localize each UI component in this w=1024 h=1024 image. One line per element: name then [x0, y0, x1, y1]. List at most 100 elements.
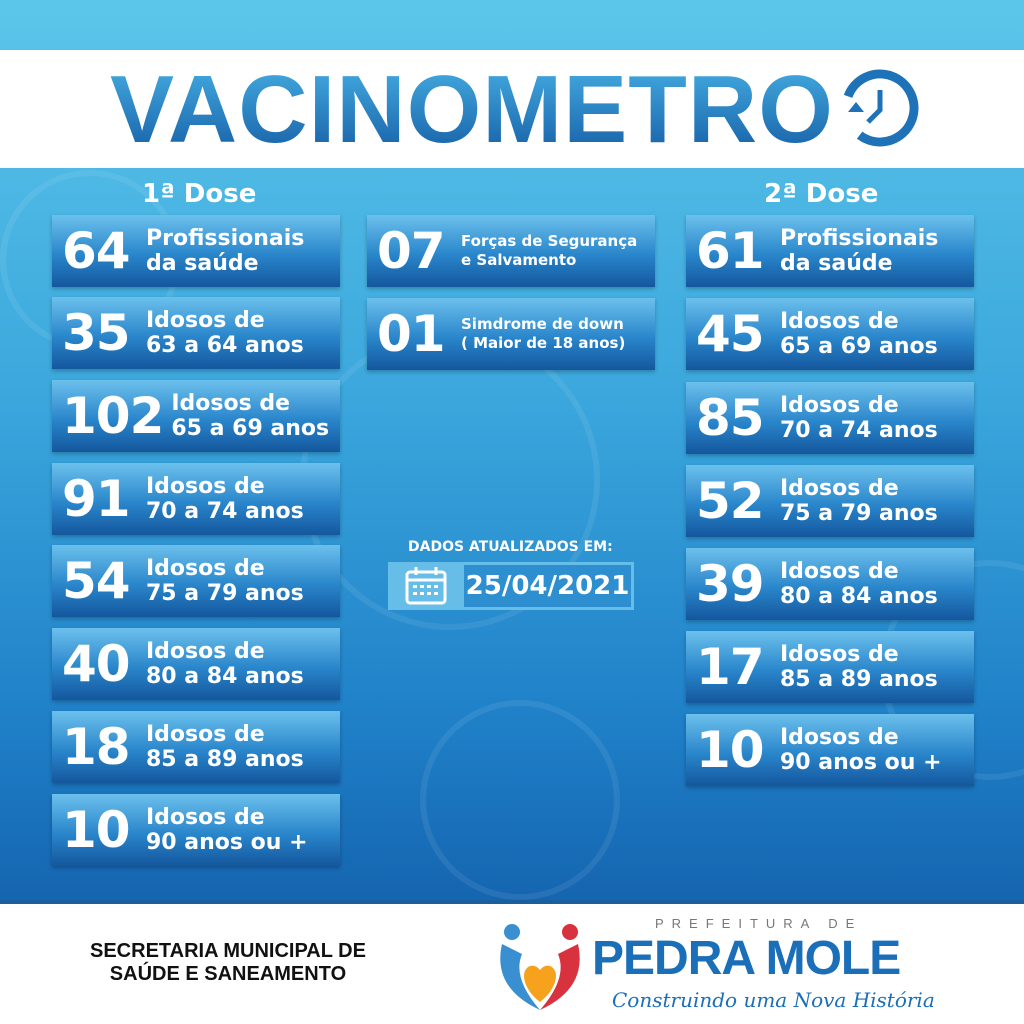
stat-label-line1: Simdrome de down [461, 315, 624, 333]
stat-value: 52 [696, 472, 765, 530]
stat-label-line2: 65 a 69 anos [780, 334, 938, 359]
stat-card: 102 Idosos de 65 a 69 anos [52, 380, 340, 452]
stat-value: 102 [62, 387, 164, 445]
stat-label-line2: 70 a 74 anos [780, 418, 938, 443]
stat-card: 61 Profissionais da saúde [686, 215, 974, 287]
prefeitura-label: PREFEITURA DE [655, 916, 863, 931]
stat-label-line1: Profissionais [780, 226, 939, 251]
stat-label-line1: Idosos de [780, 559, 899, 584]
updated-label: DADOS ATUALIZADOS EM: [408, 539, 613, 555]
stat-label: Idosos de 75 a 79 anos [144, 556, 304, 606]
stat-label: Profissionais da saúde [778, 226, 938, 276]
updated-date-box: 25/04/2021 [388, 562, 634, 610]
stat-card: 35 Idosos de 63 a 64 anos [52, 297, 340, 369]
stat-label-line1: Idosos de [146, 474, 265, 499]
stat-label: Idosos de 70 a 74 anos [144, 474, 304, 524]
stat-label-line1: Idosos de [146, 556, 265, 581]
stat-label: Idosos de 90 anos ou + [778, 725, 942, 775]
stat-label: Idosos de 80 a 84 anos [144, 639, 304, 689]
stat-label: Idosos de 85 a 89 anos [144, 722, 304, 772]
stat-label-line2: 85 a 89 anos [146, 747, 304, 772]
stat-value: 35 [62, 304, 131, 362]
stat-label-line2: 85 a 89 anos [780, 667, 938, 692]
stat-value: 10 [696, 721, 765, 779]
stat-label-line1: Idosos de [780, 393, 899, 418]
stat-label-line1: Idosos de [146, 639, 265, 664]
secretaria-name: SECRETARIA MUNICIPAL DE SAÚDE E SANEAMEN… [90, 940, 366, 986]
stat-label: Idosos de 75 a 79 anos [778, 476, 938, 526]
page-title: VACINOMETRO [110, 56, 834, 163]
stat-label: Idosos de 85 a 89 anos [778, 642, 938, 692]
stat-label-line2: 90 anos ou + [780, 750, 942, 775]
stat-card: 39 Idosos de 80 a 84 anos [686, 548, 974, 620]
first-dose-heading: 1ª Dose [142, 179, 257, 209]
stat-value: 07 [377, 222, 446, 280]
stat-label-line1: Idosos de [780, 476, 899, 501]
stat-card: 54 Idosos de 75 a 79 anos [52, 545, 340, 617]
stat-label-line1: Idosos de [171, 391, 291, 416]
stat-label-line2: 90 anos ou + [146, 830, 308, 855]
stat-value: 85 [696, 389, 765, 447]
stat-label-line1: Idosos de [146, 722, 265, 747]
stat-label: Idosos de 63 a 64 anos [144, 308, 304, 358]
stat-value: 54 [62, 552, 131, 610]
stat-label: Idosos de 80 a 84 anos [778, 559, 938, 609]
stat-label-line1: Idosos de [146, 308, 265, 333]
stat-label: Idosos de 65 a 69 anos [169, 391, 329, 441]
calendar-icon [388, 562, 464, 610]
stat-label: Idosos de 70 a 74 anos [778, 393, 938, 443]
clock-icon [841, 69, 919, 147]
stat-label-line1: Idosos de [780, 309, 899, 334]
stat-value: 10 [62, 801, 131, 859]
stat-label-line2: e Salvamento [461, 251, 577, 269]
stat-label-line2: ( Maior de 18 anos) [461, 334, 626, 352]
stat-label-line2: da saúde [146, 251, 259, 276]
stat-value: 39 [696, 555, 765, 613]
pedra-mole-logo-icon [500, 924, 580, 1010]
stat-label-line1: Idosos de [780, 642, 899, 667]
stat-card: 85 Idosos de 70 a 74 anos [686, 382, 974, 454]
stat-label-line1: Idosos de [146, 805, 265, 830]
stat-label-line2: 80 a 84 anos [780, 584, 938, 609]
stat-card: 17 Idosos de 85 a 89 anos [686, 631, 974, 703]
stat-card: 52 Idosos de 75 a 79 anos [686, 465, 974, 537]
stat-label: Simdrome de down( Maior de 18 anos) [459, 315, 625, 353]
stat-label-line2: 65 a 69 anos [171, 416, 330, 441]
stat-value: 64 [62, 222, 131, 280]
stat-label: Idosos de 90 anos ou + [144, 805, 308, 855]
stat-label-line1: Profissionais [146, 226, 305, 251]
stat-card: 64 Profissionais da saúde [52, 215, 340, 287]
stat-card: 10 Idosos de 90 anos ou + [686, 714, 974, 786]
stat-label-line2: 75 a 79 anos [146, 581, 304, 606]
stat-label-line2: 70 a 74 anos [146, 499, 304, 524]
stat-label-line2: 75 a 79 anos [780, 501, 938, 526]
stat-card: 45 Idosos de 65 a 69 anos [686, 298, 974, 370]
stat-label-line1: Idosos de [780, 725, 899, 750]
stat-label: Forças de Segurança e Salvamento [459, 232, 637, 270]
stat-label: Profissionais da saúde [144, 226, 304, 276]
stat-card: 10 Idosos de 90 anos ou + [52, 794, 340, 866]
second-dose-heading: 2ª Dose [764, 179, 879, 209]
stat-label-line1: Forças de Segurança [461, 232, 638, 250]
updated-date: 25/04/2021 [464, 565, 631, 607]
secretaria-line2: SAÚDE E SANEAMENTO [109, 963, 347, 985]
stat-value: 45 [696, 305, 765, 363]
stat-card: 01 Simdrome de down( Maior de 18 anos) [367, 298, 655, 370]
stat-card: 07 Forças de Segurança e Salvamento [367, 215, 655, 287]
stat-value: 18 [62, 718, 131, 776]
stat-card: 18 Idosos de 85 a 89 anos [52, 711, 340, 783]
stat-card: 40 Idosos de 80 a 84 anos [52, 628, 340, 700]
city-name: PEDRA MOLE [592, 932, 901, 985]
stat-label: Idosos de 65 a 69 anos [778, 309, 938, 359]
stat-value: 01 [377, 305, 446, 363]
secretaria-line1: SECRETARIA MUNICIPAL DE [90, 940, 366, 962]
stat-label-line2: 63 a 64 anos [146, 333, 304, 358]
stat-value: 61 [696, 222, 765, 280]
stat-value: 40 [62, 635, 131, 693]
footer: SECRETARIA MUNICIPAL DE SAÚDE E SANEAMEN… [0, 900, 1024, 1024]
slogan: Construindo uma Nova História [612, 988, 935, 1012]
stat-value: 17 [696, 638, 765, 696]
stat-card: 91 Idosos de 70 a 74 anos [52, 463, 340, 535]
stat-label-line2: 80 a 84 anos [146, 664, 304, 689]
stat-label-line2: da saúde [780, 251, 893, 276]
